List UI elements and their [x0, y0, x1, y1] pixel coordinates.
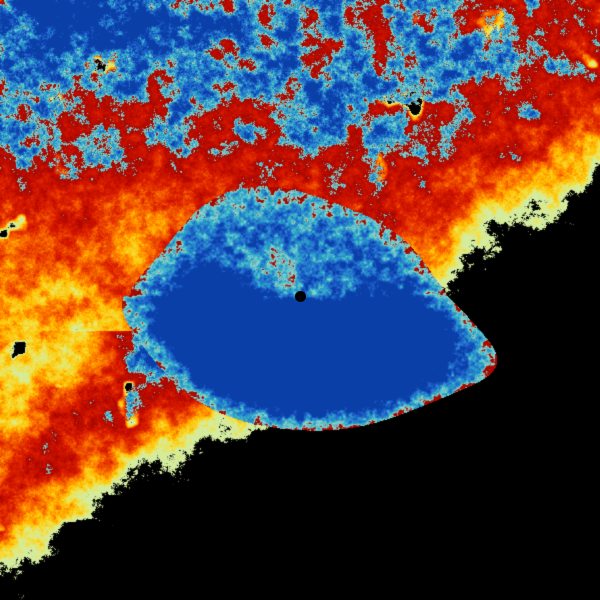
infrared-satellite-image: [0, 0, 600, 600]
satellite-image-viewer: [0, 0, 600, 600]
